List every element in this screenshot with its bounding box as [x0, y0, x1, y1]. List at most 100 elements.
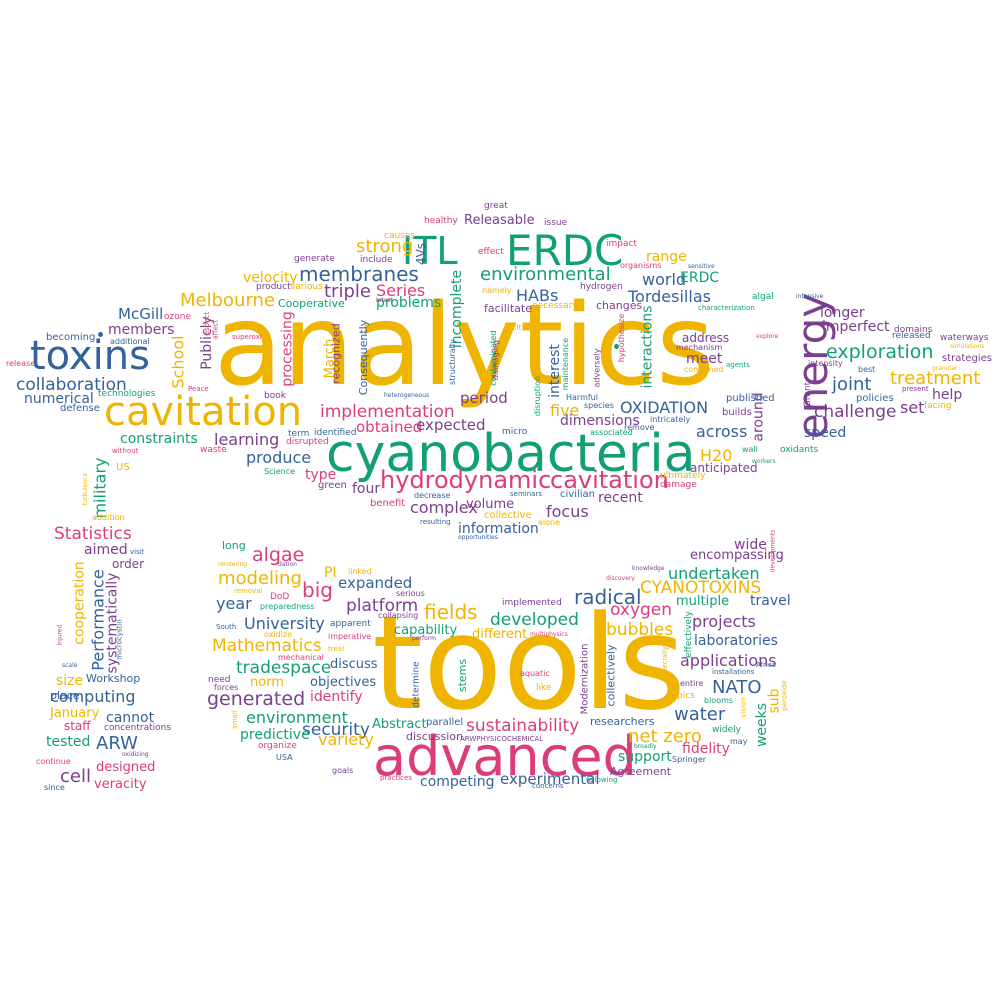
word-environmental: environmental — [480, 264, 611, 285]
word-School: School — [168, 335, 188, 389]
word-velocity: velocity — [243, 270, 298, 286]
decorative-dot — [98, 332, 103, 337]
word-wall: wall — [742, 445, 758, 454]
word-micro: micro — [502, 427, 528, 437]
word-Tordesillas: Tordesillas — [628, 287, 711, 306]
word-disrupted: disrupted — [286, 437, 329, 447]
word-damaging: damaging — [491, 339, 501, 381]
word-discuss: discuss — [330, 657, 378, 672]
word-hydrodynamic: hydrodynamic — [380, 466, 552, 494]
word-collaboration: collaboration — [16, 375, 127, 395]
word-decrease: decrease — [414, 491, 451, 500]
word-resulting: resulting — [420, 518, 451, 526]
word-workers: workers — [752, 458, 776, 465]
word-parallel: parallel — [426, 717, 464, 728]
word-capability: capability — [394, 623, 458, 638]
word-release: release — [6, 359, 36, 368]
word-Mathematics: Mathematics — [212, 636, 322, 656]
word-apparent: apparent — [330, 619, 371, 629]
word-ultimately: ultimately — [660, 471, 706, 481]
word-interest: interest — [546, 344, 563, 398]
word-developed: developed — [490, 610, 579, 630]
word-issue: issue — [544, 218, 568, 228]
word-identified: identified — [314, 428, 357, 438]
word-oxidize: oxidize — [264, 630, 293, 639]
word-applications: applications — [680, 651, 777, 670]
word-imperfect: imperfect — [822, 319, 890, 335]
word-mechanism: mechanism — [676, 343, 723, 352]
word-platform: platform — [346, 596, 419, 616]
word-collapsing: collapsing — [378, 611, 419, 620]
word-triple: triple — [324, 281, 371, 302]
word-processing: processing — [279, 311, 296, 387]
word-imperative: imperative — [328, 632, 372, 641]
word-multiphysics: multiphysics — [530, 631, 568, 638]
word-CYANOTOXINS: CYANOTOXINS — [640, 578, 762, 598]
word-NATO: NATO — [712, 677, 762, 698]
word-Africa: Africa — [756, 661, 776, 669]
word-security: security — [302, 720, 370, 740]
word-vision: vision — [739, 697, 748, 718]
word-without: without — [112, 447, 139, 455]
word-topics: topics — [668, 691, 695, 701]
word-expanded: expanded — [338, 574, 413, 592]
word-world: world — [642, 270, 687, 289]
word-various: various — [290, 282, 323, 292]
word-treatment: treatment — [890, 368, 981, 389]
word-bubbles: bubbles — [606, 620, 674, 640]
word-combined: combined — [684, 365, 724, 374]
word-Harmful: Harmful — [566, 393, 598, 402]
word-changes: changes — [596, 299, 643, 312]
word-waterways: waterways — [940, 333, 989, 343]
word-Releasable: Releasable — [464, 213, 535, 228]
word-healthy: healthy — [424, 216, 458, 226]
word-green: green — [318, 480, 347, 491]
word-place: place — [50, 689, 80, 702]
word-dimensions: dimensions — [560, 413, 640, 429]
word-cell: cell — [60, 766, 91, 787]
word-may: may — [730, 737, 748, 746]
word-latest: latest — [376, 297, 393, 304]
word-tradespace: tradespace — [236, 658, 332, 678]
word-ERDC-small: ERDC — [680, 270, 720, 286]
word-South: South — [216, 623, 237, 631]
word-domains: domains — [894, 325, 933, 335]
word-effectively: effectively — [683, 611, 694, 658]
word-turbulence: turbulence — [82, 472, 90, 506]
word-undertaken: undertaken — [668, 564, 760, 583]
word-Abstract: Abstract — [372, 717, 427, 732]
word-following: following — [586, 776, 618, 784]
word-linked: linked — [348, 567, 372, 576]
word-membranes: membranes — [299, 262, 419, 286]
word-facing: facing — [924, 401, 952, 411]
word-norm: norm — [250, 675, 284, 690]
word-strong: strong — [356, 236, 414, 257]
word-speed: speed — [804, 425, 847, 441]
word-Agreement: Agreement — [610, 765, 672, 778]
word-waste: waste — [200, 445, 227, 455]
word-intensity: intensity — [808, 359, 843, 368]
word-small: small — [230, 710, 239, 729]
word-effect: effect — [478, 247, 504, 257]
word-impact: impact — [606, 239, 637, 249]
word-technologies: technologies — [98, 389, 156, 399]
word-installations: installations — [712, 668, 755, 676]
word-DoD: DoD — [270, 592, 290, 602]
word-intensive: intensive — [796, 293, 824, 300]
word-oxidants: oxidants — [780, 445, 819, 455]
word-radical: radical — [574, 585, 642, 609]
word-sensitive: sensitive — [688, 263, 715, 270]
word-additional: additional — [110, 337, 150, 346]
word-staff: staff — [64, 719, 91, 733]
word-Workshop: Workshop — [86, 672, 141, 685]
word-ARWPHYSICOCHEMICAL: ARWPHYSICOCHEMICAL — [460, 735, 544, 743]
word-complex: complex — [410, 498, 478, 517]
word-interactions: interactions — [639, 305, 656, 389]
word-ITL: ITL — [402, 229, 458, 273]
decorative-dot — [614, 344, 619, 349]
word-product: product — [256, 282, 291, 292]
word-continue: continue — [36, 757, 71, 766]
word-civilian: civilian — [560, 489, 595, 500]
word-hypothesize: hypothesize — [617, 313, 627, 363]
word-support: support — [618, 749, 672, 765]
